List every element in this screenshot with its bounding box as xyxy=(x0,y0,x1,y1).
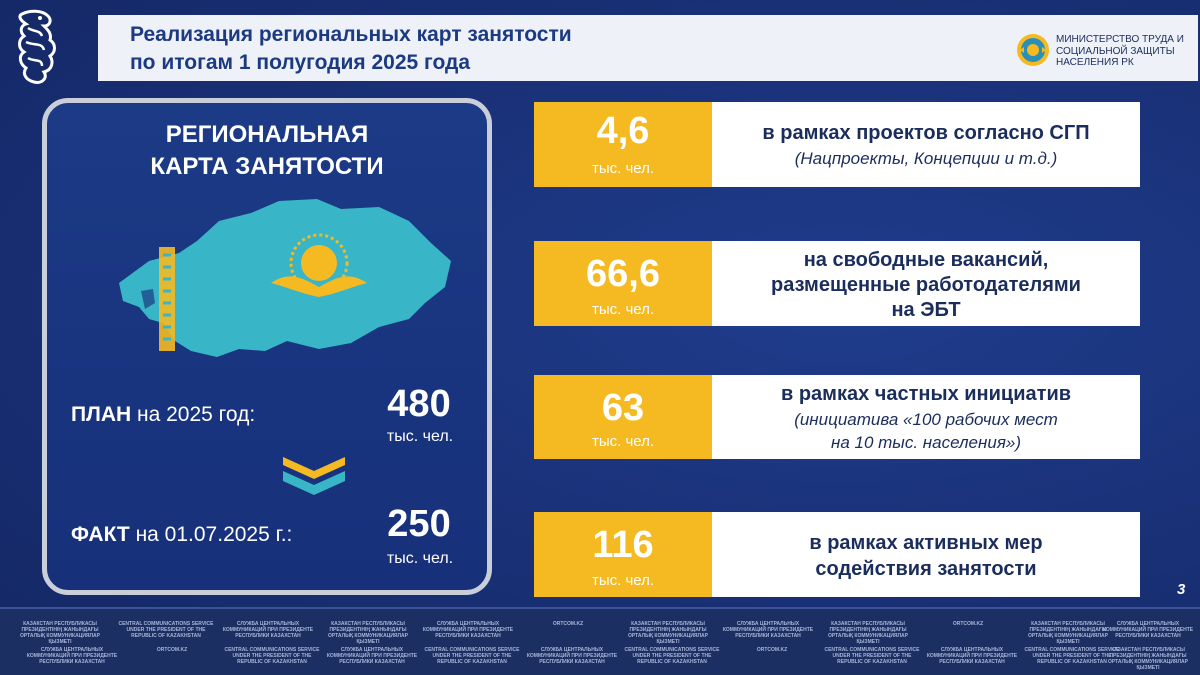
footer-watermark-text: СЛУЖБА ЦЕНТРАЛЬНЫХ КОММУНИКАЦИЙ ПРИ ПРЕЗ… xyxy=(26,647,118,665)
stat-unit: тыс. чел. xyxy=(591,433,655,450)
footer-watermark-text: ORTCOM.KZ xyxy=(952,621,984,627)
page-title-line2: по итогам 1 полугодия 2025 года xyxy=(130,51,471,74)
fact-value: 250 xyxy=(387,503,451,545)
stat-description-line2: содействия занятости xyxy=(815,558,1037,580)
stat-description: в рамках проектов согласно СГП xyxy=(762,122,1090,144)
stat-card-active-measures: 116 тыс. чел. в рамках активных мер соде… xyxy=(534,512,1140,597)
title-bar: Реализация региональных карт занятости п… xyxy=(98,15,1198,81)
stat-card-projects: 4,6 тыс. чел. в рамках проектов согласно… xyxy=(534,102,1140,187)
stat-description-line2: размещенные работодателями xyxy=(771,274,1081,296)
footer-watermark-text: CENTRAL COMMUNICATIONS SERVICE UNDER THE… xyxy=(624,647,720,665)
panel-title-line1: РЕГИОНАЛЬНАЯ xyxy=(165,121,369,148)
stat-card-vacancies: 66,6 тыс. чел. на свободные вакансий, ра… xyxy=(534,241,1140,326)
stat-card-private-initiatives: 63 тыс. чел. в рамках частных инициатив … xyxy=(534,375,1140,459)
stat-value: 4,6 xyxy=(596,110,650,152)
footer-watermark-text: КАЗАКСТАН РЕСПУБЛИКАСЫ ПРЕЗИДЕНТІНІҢ ЖАН… xyxy=(20,621,100,645)
stat-value-box: 116 тыс. чел. xyxy=(534,512,712,597)
footer-watermark-text: КАЗАКСТАН РЕСПУБЛИКАСЫ ПРЕЗИДЕНТІНІҢ ЖАН… xyxy=(828,621,908,645)
footer-watermark-text: CENTRAL COMMUNICATIONS SERVICE UNDER THE… xyxy=(224,647,320,665)
footer-watermark-text: ORTCOM.KZ xyxy=(552,621,584,627)
footer-watermark-text: CENTRAL COMMUNICATIONS SERVICE UNDER THE… xyxy=(424,647,520,665)
stat-note-line2: на 10 тыс. населения») xyxy=(830,433,1022,452)
plan-label: ПЛАН на 2025 год: xyxy=(71,403,256,426)
ministry-logo: МИНИСТЕРСТВО ТРУДА И СОЦИАЛЬНОЙ ЗАЩИТЫ Н… xyxy=(1016,33,1196,68)
footer-watermark-text: CENTRAL COMMUNICATIONS SERVICE UNDER THE… xyxy=(118,621,214,639)
fact-label: ФАКТ на 01.07.2025 г.: xyxy=(71,523,293,546)
stat-description: в рамках частных инициатив xyxy=(780,383,1072,405)
stat-value: 63 xyxy=(601,387,645,429)
stat-value: 66,6 xyxy=(586,253,660,295)
footer-watermark-text: СЛУЖБА ЦЕНТРАЛЬНЫХ КОММУНИКАЦИЙ ПРИ ПРЕЗ… xyxy=(526,647,618,665)
fact-unit: тыс. чел. xyxy=(386,550,454,567)
plan-unit: тыс. чел. xyxy=(386,428,454,445)
footer-watermark-text: КАЗАКСТАН РЕСПУБЛИКАСЫ ПРЕЗИДЕНТІНІҢ ЖАН… xyxy=(1028,621,1108,645)
stat-unit: тыс. чел. xyxy=(591,160,655,177)
footer-watermark: КАЗАКСТАН РЕСПУБЛИКАСЫ ПРЕЗИДЕНТІНІҢ ЖАН… xyxy=(0,607,1200,675)
stat-note-line1: (инициатива «100 рабочих мест xyxy=(794,410,1058,429)
sun-eagle-icon xyxy=(271,233,367,297)
footer-watermark-text: СЛУЖБА ЦЕНТРАЛЬНЫХ КОММУНИКАЦИЙ ПРИ ПРЕЗ… xyxy=(926,647,1018,665)
footer-watermark-text: СЛУЖБА ЦЕНТРАЛЬНЫХ КОММУНИКАЦИЙ ПРИ ПРЕЗ… xyxy=(222,621,314,639)
panel-title-line2: КАРТА ЗАНЯТОСТИ xyxy=(150,153,384,180)
footer-watermark-text: СЛУЖБА ЦЕНТРАЛЬНЫХ КОММУНИКАЦИЙ ПРИ ПРЕЗ… xyxy=(422,621,514,639)
stat-value-box: 66,6 тыс. чел. xyxy=(534,241,712,326)
footer-watermark-text: КАЗАКСТАН РЕСПУБЛИКАСЫ ПРЕЗИДЕНТІНІҢ ЖАН… xyxy=(328,621,408,645)
stat-value-box: 63 тыс. чел. xyxy=(534,375,712,459)
stat-value: 116 xyxy=(592,524,654,566)
page-number: 3 xyxy=(1177,581,1186,598)
stat-unit: тыс. чел. xyxy=(591,572,655,589)
kazakhstan-map-icon xyxy=(119,199,451,357)
chevron-down-icon xyxy=(283,457,345,495)
page-title-line1: Реализация региональных карт занятости xyxy=(130,23,572,46)
regional-map-panel: РЕГИОНАЛЬНАЯ КАРТА ЗАНЯТОСТИ ПЛАН на 202… xyxy=(42,98,492,595)
stat-value-box: 4,6 тыс. чел. xyxy=(534,102,712,187)
snow-leopard-emblem-icon xyxy=(18,9,56,84)
footer-watermark-text: CENTRAL COMMUNICATIONS SERVICE UNDER THE… xyxy=(1024,647,1120,665)
footer-watermark-text: СЛУЖБА ЦЕНТРАЛЬНЫХ КОММУНИКАЦИЙ ПРИ ПРЕЗ… xyxy=(326,647,418,665)
footer-watermark-text: ORTCOM.KZ xyxy=(756,647,788,653)
footer-divider xyxy=(0,607,1200,609)
footer-watermark-text: ORTCOM.KZ xyxy=(156,647,188,653)
footer-watermark-text: CENTRAL COMMUNICATIONS SERVICE UNDER THE… xyxy=(824,647,920,665)
footer-watermark-text: КАЗАКСТАН РЕСПУБЛИКАСЫ ПРЕЗИДЕНТІНІҢ ЖАН… xyxy=(1108,647,1188,671)
footer-watermark-text: СЛУЖБА ЦЕНТРАЛЬНЫХ КОММУНИКАЦИЙ ПРИ ПРЕЗ… xyxy=(722,621,814,639)
ministry-name: МИНИСТЕРСТВО ТРУДА И СОЦИАЛЬНОЙ ЗАЩИТЫ Н… xyxy=(1056,34,1184,68)
stat-description-line3: на ЭБТ xyxy=(891,299,961,321)
stat-note: (Нацпроекты, Концепции и т.д.) xyxy=(794,149,1058,168)
stat-description-line1: в рамках активных мер xyxy=(809,532,1043,554)
plan-value: 480 xyxy=(387,383,451,425)
footer-watermark-text: СЛУЖБА ЦЕНТРАЛЬНЫХ КОММУНИКАЦИЙ ПРИ ПРЕЗ… xyxy=(1102,621,1194,639)
state-emblem-icon xyxy=(1017,34,1049,66)
stat-description-line1: на свободные вакансий, xyxy=(803,249,1049,271)
stat-unit: тыс. чел. xyxy=(591,301,655,318)
footer-watermark-text: КАЗАКСТАН РЕСПУБЛИКАСЫ ПРЕЗИДЕНТІНІҢ ЖАН… xyxy=(628,621,708,645)
